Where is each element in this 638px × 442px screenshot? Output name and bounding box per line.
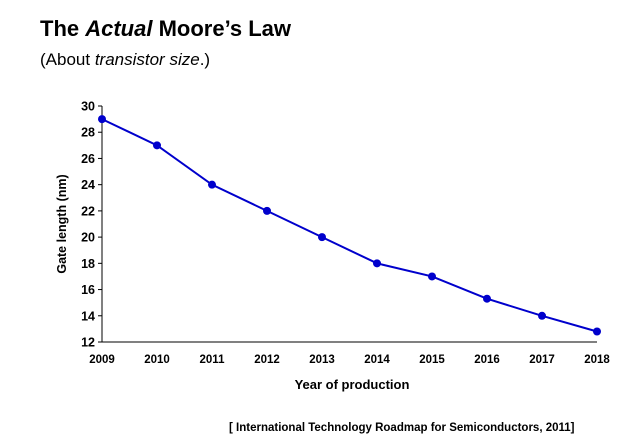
- x-tick-label: 2010: [144, 354, 170, 366]
- x-axis-title: Year of production: [295, 377, 410, 392]
- data-point: [98, 115, 106, 124]
- x-tick-label: 2018: [584, 354, 610, 366]
- subtitle-emphasis: transistor size: [94, 50, 200, 69]
- x-tick-label: 2011: [200, 354, 226, 366]
- y-tick-label: 22: [81, 204, 95, 218]
- series-line-1: [101, 118, 598, 333]
- data-point: [318, 233, 326, 242]
- x-tick-label: 2013: [309, 354, 335, 366]
- data-point: [373, 259, 381, 268]
- data-point: [483, 294, 491, 303]
- y-tick-label: 14: [81, 309, 95, 323]
- data-point: [153, 141, 161, 150]
- y-tick-label: 20: [81, 231, 95, 245]
- title-emphasis: Actual: [85, 16, 153, 41]
- data-point: [263, 206, 271, 215]
- subtitle-pre: (About: [40, 50, 95, 69]
- data-point: [538, 311, 546, 320]
- y-tick-label: 18: [81, 257, 95, 271]
- y-tick-label: 12: [81, 336, 95, 350]
- title-post: Moore’s Law: [152, 16, 292, 41]
- x-tick-label: 2012: [254, 354, 280, 366]
- data-point: [428, 272, 436, 281]
- x-tick-label: 2009: [89, 354, 115, 366]
- data-point: [208, 180, 216, 189]
- data-point: [593, 327, 601, 336]
- page-subtitle: (About transistor size.): [40, 50, 210, 70]
- x-tick-label: 2015: [419, 354, 445, 366]
- y-axis-title: Gate length (nm): [55, 174, 69, 273]
- title-pre: The: [40, 16, 86, 41]
- x-tick-label: 2017: [529, 354, 555, 366]
- y-tick-label: 26: [81, 152, 95, 166]
- y-tick-label: 30: [81, 100, 95, 114]
- x-tick-label: 2014: [364, 354, 390, 366]
- page-title: The Actual Moore’s Law: [40, 16, 291, 42]
- y-tick-label: 24: [81, 178, 95, 192]
- citation: [ International Technology Roadmap for S…: [229, 422, 575, 434]
- y-tick-label: 16: [81, 283, 95, 297]
- x-tick-label: 2016: [474, 354, 500, 366]
- subtitle-post: .): [199, 50, 211, 69]
- y-tick-label: 28: [81, 126, 95, 140]
